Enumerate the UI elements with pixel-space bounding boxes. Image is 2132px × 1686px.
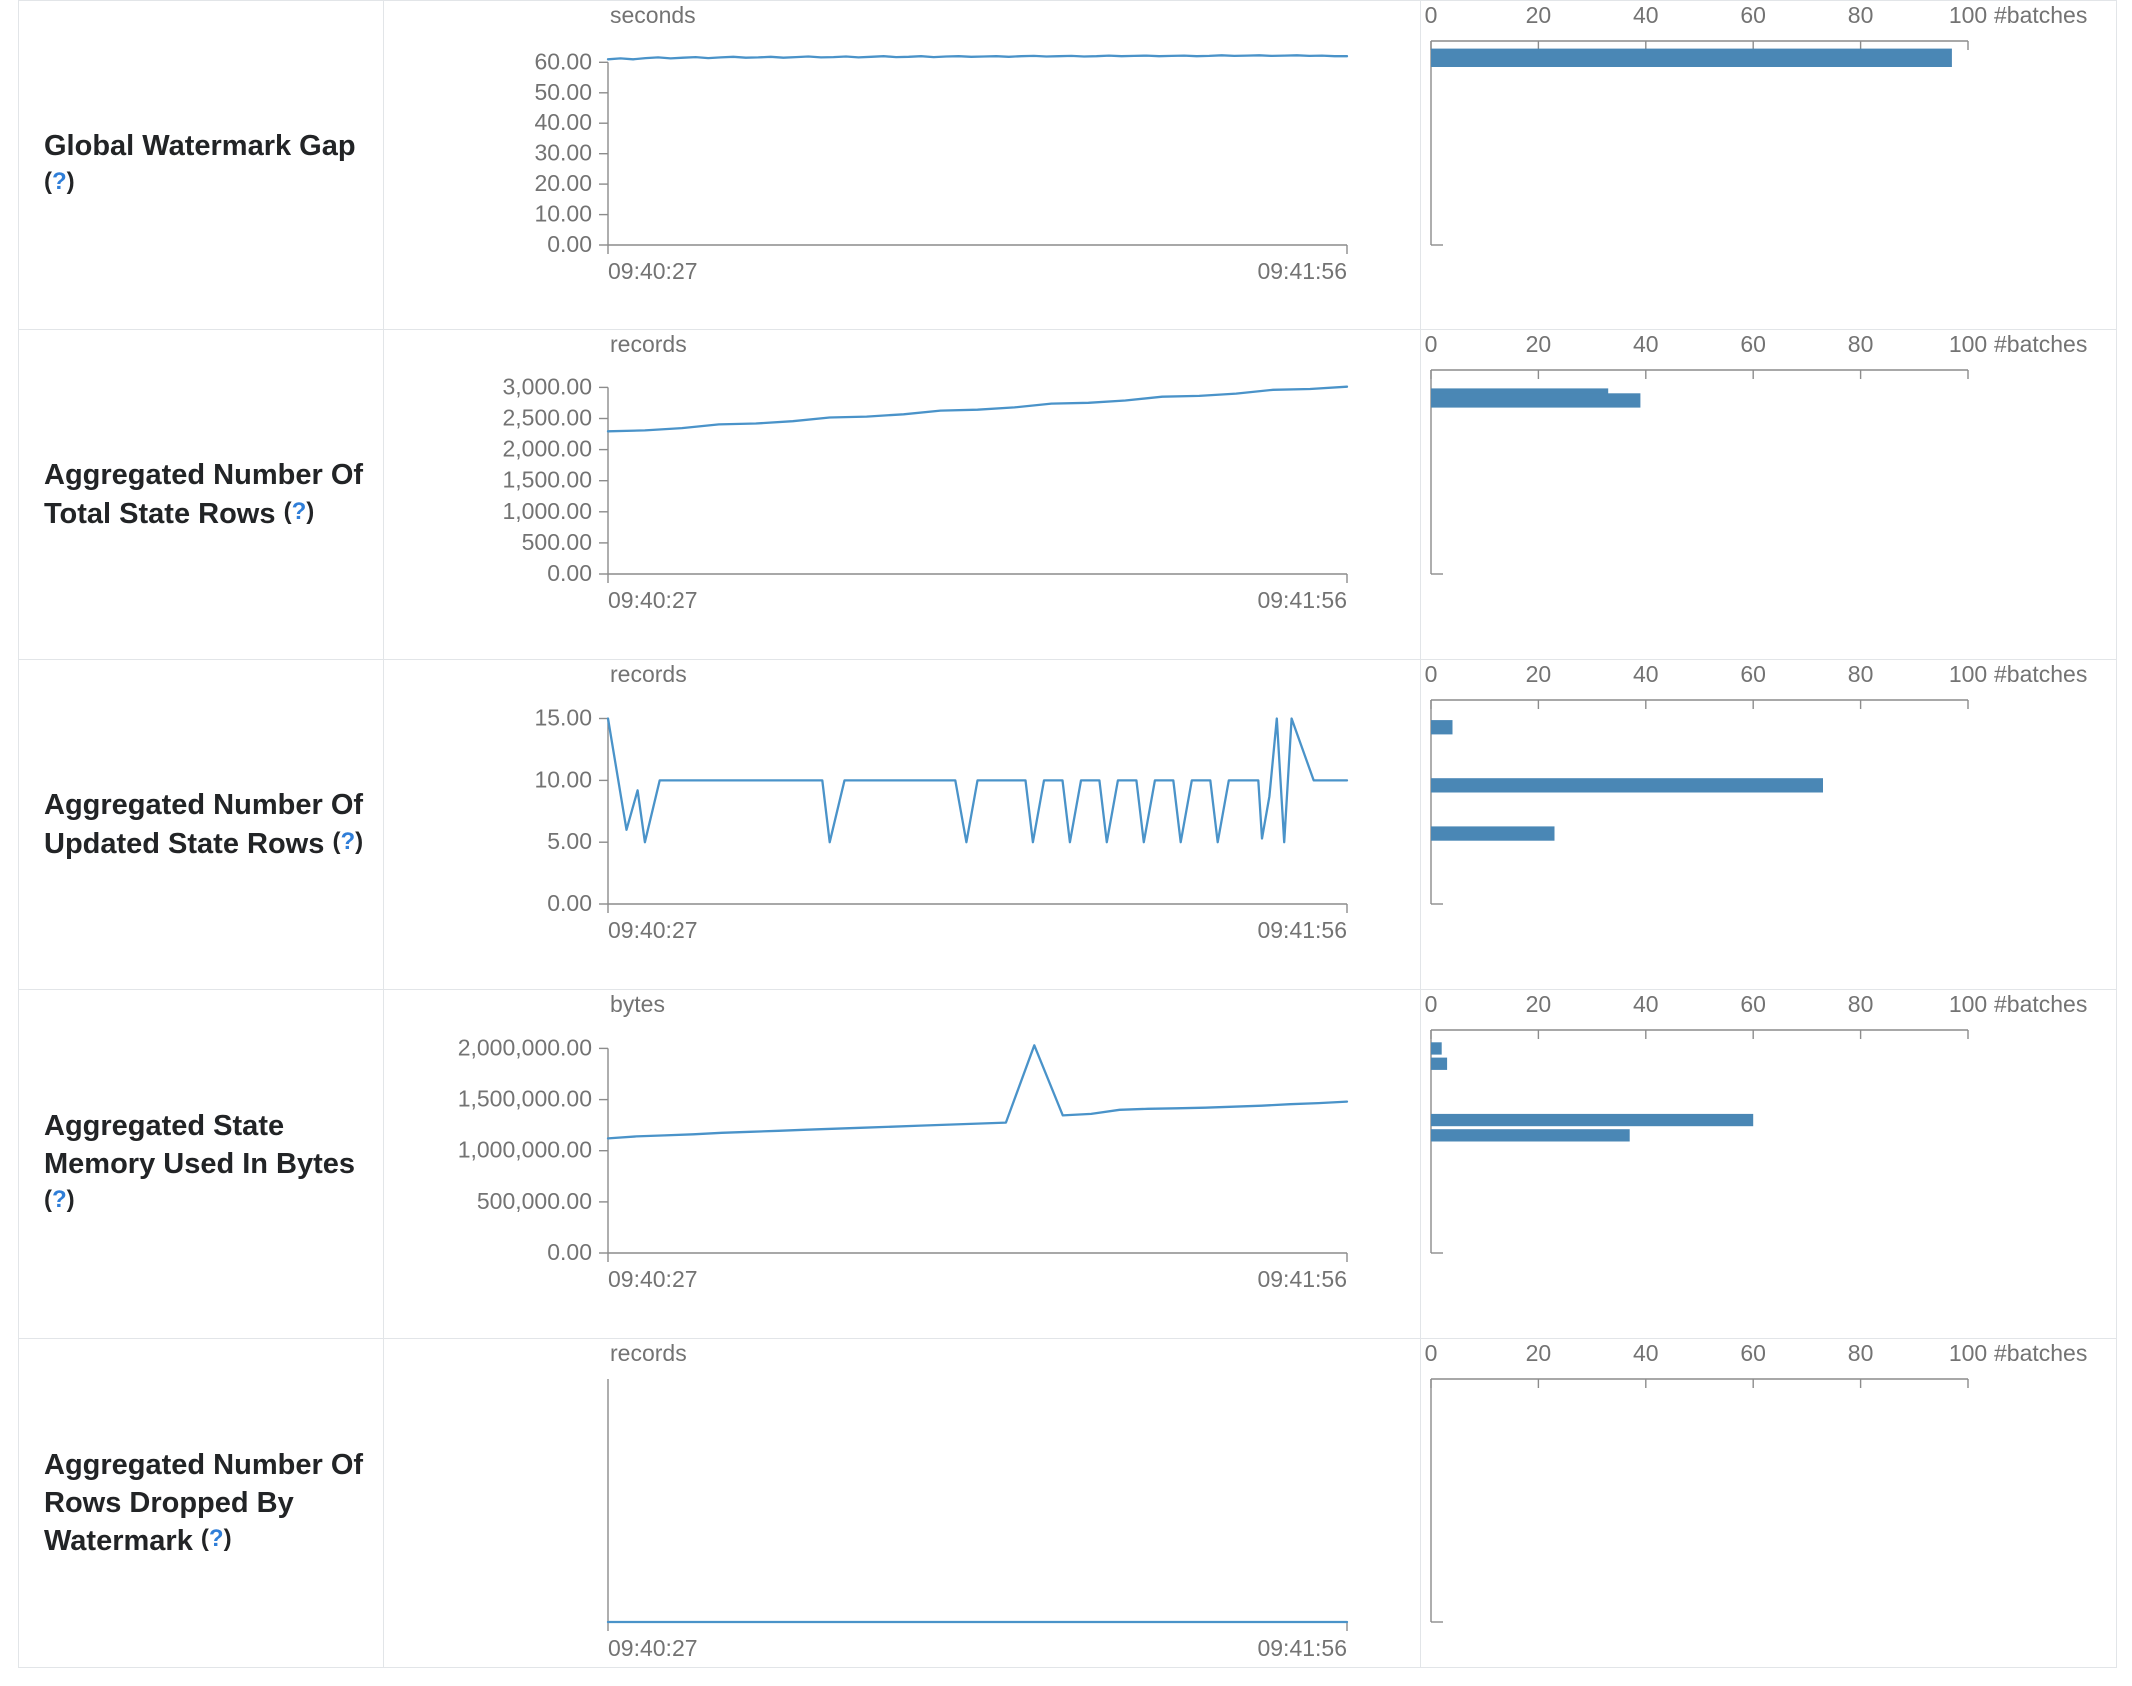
svg-text:0: 0 [1425,331,1438,357]
svg-text:80: 80 [1848,661,1874,687]
svg-text:09:41:56: 09:41:56 [1257,1635,1347,1661]
svg-text:10.00: 10.00 [534,766,592,792]
svg-text:3,000.00: 3,000.00 [502,373,592,399]
svg-text:09:40:27: 09:40:27 [608,1266,698,1292]
svg-text:0: 0 [1425,661,1438,687]
svg-text:0.00: 0.00 [547,560,592,586]
svg-text:#batches: #batches [1994,331,2087,357]
svg-text:100: 100 [1949,331,1987,357]
svg-text:09:40:27: 09:40:27 [608,1635,698,1661]
svg-text:#batches: #batches [1994,991,2087,1017]
svg-text:40: 40 [1633,2,1659,28]
svg-text:60: 60 [1740,991,1766,1017]
svg-text:09:40:27: 09:40:27 [608,258,698,284]
svg-text:500,000.00: 500,000.00 [477,1188,592,1214]
svg-text:2,000,000.00: 2,000,000.00 [458,1034,592,1060]
svg-text:40: 40 [1633,991,1659,1017]
svg-text:20.00: 20.00 [534,170,592,196]
svg-text:#batches: #batches [1994,661,2087,687]
svg-text:40.00: 40.00 [534,109,592,135]
svg-text:80: 80 [1848,2,1874,28]
svg-text:80: 80 [1848,991,1874,1017]
svg-text:records: records [610,661,687,687]
svg-text:80: 80 [1848,331,1874,357]
svg-text:1,000.00: 1,000.00 [502,498,592,524]
svg-text:60: 60 [1740,2,1766,28]
svg-text:bytes: bytes [610,991,665,1017]
svg-text:0.00: 0.00 [547,890,592,916]
svg-text:100: 100 [1949,1340,1987,1366]
svg-text:09:40:27: 09:40:27 [608,917,698,943]
svg-text:60: 60 [1740,661,1766,687]
svg-text:09:41:56: 09:41:56 [1257,587,1347,613]
svg-text:40: 40 [1633,661,1659,687]
svg-text:10.00: 10.00 [534,201,592,227]
svg-text:1,000,000.00: 1,000,000.00 [458,1137,592,1163]
svg-text:15.00: 15.00 [534,705,592,731]
svg-text:09:41:56: 09:41:56 [1257,1266,1347,1292]
svg-text:1,500.00: 1,500.00 [502,467,592,493]
svg-text:0: 0 [1425,1340,1438,1366]
svg-text:seconds: seconds [610,2,696,28]
svg-text:20: 20 [1526,991,1552,1017]
svg-text:2,500.00: 2,500.00 [502,405,592,431]
svg-text:30.00: 30.00 [534,140,592,166]
svg-text:0.00: 0.00 [547,231,592,257]
svg-text:60: 60 [1740,1340,1766,1366]
svg-text:09:41:56: 09:41:56 [1257,258,1347,284]
svg-text:500.00: 500.00 [522,529,592,555]
svg-text:records: records [610,1340,687,1366]
svg-text:40: 40 [1633,331,1659,357]
svg-text:#batches: #batches [1994,2,2087,28]
svg-text:20: 20 [1526,1340,1552,1366]
svg-text:1,500,000.00: 1,500,000.00 [458,1086,592,1112]
svg-text:0: 0 [1425,991,1438,1017]
svg-text:20: 20 [1526,2,1552,28]
svg-text:50.00: 50.00 [534,79,592,105]
svg-text:100: 100 [1949,991,1987,1017]
svg-text:2,000.00: 2,000.00 [502,436,592,462]
svg-text:100: 100 [1949,2,1987,28]
svg-text:09:41:56: 09:41:56 [1257,917,1347,943]
svg-text:20: 20 [1526,331,1552,357]
svg-text:#batches: #batches [1994,1340,2087,1366]
svg-text:0.00: 0.00 [547,1239,592,1265]
svg-text:09:40:27: 09:40:27 [608,587,698,613]
svg-text:80: 80 [1848,1340,1874,1366]
svg-text:records: records [610,331,687,357]
svg-text:60.00: 60.00 [534,48,592,74]
svg-text:20: 20 [1526,661,1552,687]
svg-text:0: 0 [1425,2,1438,28]
svg-text:60: 60 [1740,331,1766,357]
svg-text:100: 100 [1949,661,1987,687]
svg-text:40: 40 [1633,1340,1659,1366]
svg-text:5.00: 5.00 [547,828,592,854]
